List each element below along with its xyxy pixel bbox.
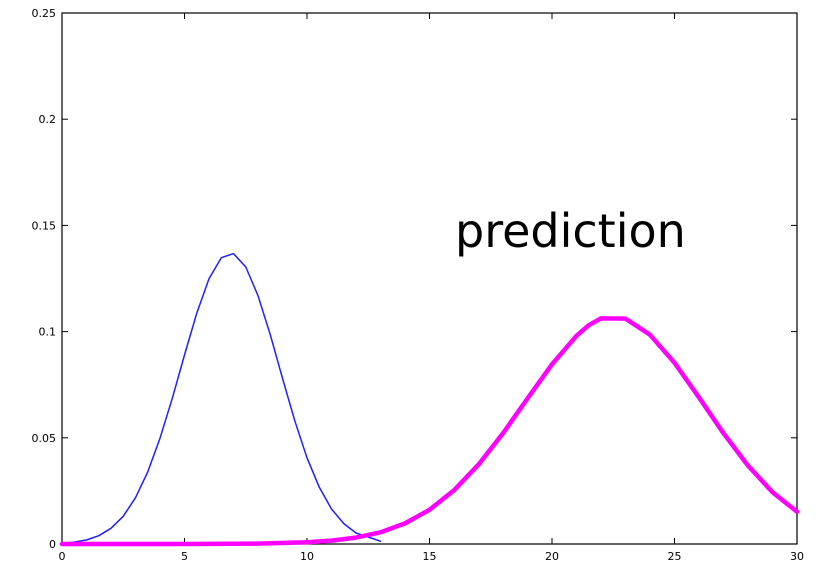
ticks — [61, 12, 798, 545]
series-line-1 — [61, 252, 382, 544]
series-line-2 — [59, 316, 800, 547]
plot-area — [61, 12, 798, 545]
y-tick-label: 0.15 — [32, 219, 57, 232]
x-tick-label: 30 — [790, 550, 804, 563]
x-tick-label: 10 — [300, 550, 314, 563]
y-tick-label: 0 — [49, 538, 56, 551]
y-tick-label: 0.1 — [39, 326, 57, 339]
x-tick-label: 15 — [423, 550, 437, 563]
x-tick-label: 5 — [181, 550, 188, 563]
tick-labels: 0 5 10 15 20 25 30 0 0.05 0.1 0.15 0.2 0.25 — [32, 7, 805, 563]
prediction-annotation: prediction — [455, 204, 686, 258]
series — [59, 252, 800, 547]
x-tick-label: 0 — [59, 550, 66, 563]
y-tick-label: 0.05 — [32, 432, 57, 445]
y-tick-label: 0.25 — [32, 7, 57, 20]
x-tick-label: 25 — [668, 550, 682, 563]
x-tick-label: 20 — [545, 550, 559, 563]
y-tick-label: 0.2 — [39, 113, 57, 126]
